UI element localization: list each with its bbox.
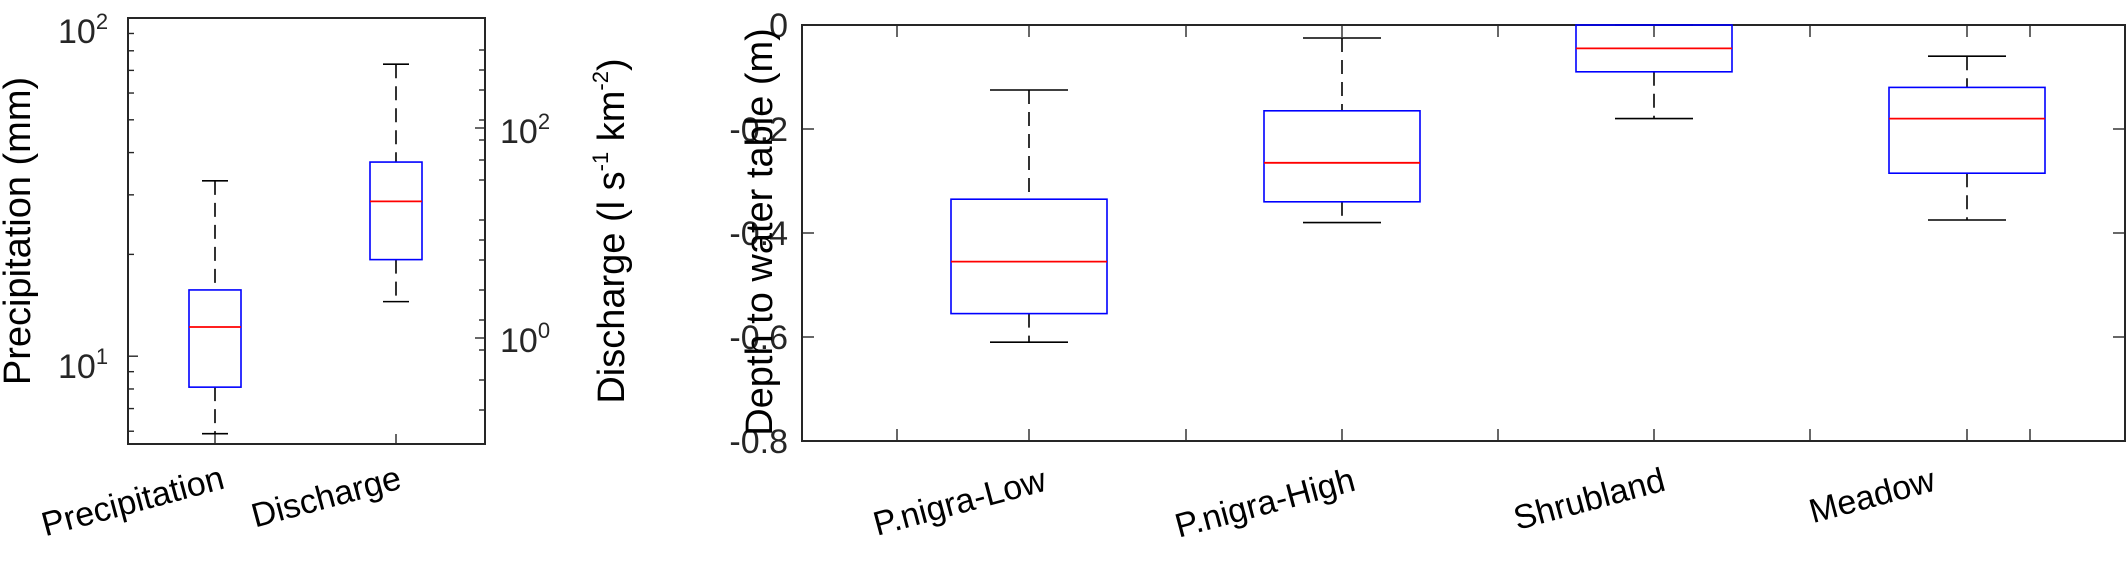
right-shrubland-box <box>1575 24 1733 120</box>
left-discharge-iqr-box <box>369 161 423 261</box>
left-precipitation-box <box>188 180 242 435</box>
right-meadow-box <box>1888 55 2046 221</box>
left-boxplot-chart: 102 101 102 100 Precipitation (mm) Disch… <box>0 9 633 544</box>
left-xtick-precipitation: Precipitation <box>38 459 229 544</box>
right-ytick-0: 0 <box>769 7 788 45</box>
right-xtick-pnigra-low: P.nigra-Low <box>869 461 1050 544</box>
left-xtick-discharge: Discharge <box>247 459 405 535</box>
right-boxplot-chart: 0 -0.2 -0.4 -0.6 -0.8 Depth to water tab… <box>729 7 2126 546</box>
left-boxes <box>188 63 423 435</box>
right-p-nigra-high-box <box>1263 37 1421 224</box>
right-ytick-neg0.6: -0.6 <box>729 319 788 357</box>
right-ytick-neg0.2: -0.2 <box>729 111 788 149</box>
right-p-nigra-low-iqr-box <box>950 198 1108 315</box>
left-plot-frame <box>127 17 486 445</box>
right-boxes <box>950 24 2046 344</box>
left-y2-axis-label: Discharge (l s-1 km-2) <box>588 58 633 403</box>
right-axis-ticks <box>802 24 2125 442</box>
right-p-nigra-low-box <box>950 89 1108 344</box>
left-y2tick-100: 102 <box>500 109 550 151</box>
left-minor-ticks <box>128 32 485 444</box>
right-p-nigra-high-iqr-box <box>1263 110 1421 203</box>
right-xtick-shrubland: Shrubland <box>1510 461 1670 538</box>
right-ytick-neg0.4: -0.4 <box>729 215 788 253</box>
left-y-axis-label: Precipitation (mm) <box>0 77 39 385</box>
right-xtick-pnigra-high: P.nigra-High <box>1171 461 1359 545</box>
right-xtick-meadow: Meadow <box>1805 461 1939 531</box>
left-y2tick-1: 100 <box>500 318 550 360</box>
right-meadow-iqr-box <box>1888 86 2046 175</box>
left-precipitation-iqr-box <box>188 289 242 388</box>
right-y-axis-label: Depth to water table (m) <box>739 28 781 436</box>
left-ytick-100: 102 <box>58 9 108 51</box>
right-ytick-neg0.8: -0.8 <box>729 423 788 461</box>
left-ytick-10: 101 <box>58 344 108 386</box>
left-discharge-box <box>369 63 423 303</box>
